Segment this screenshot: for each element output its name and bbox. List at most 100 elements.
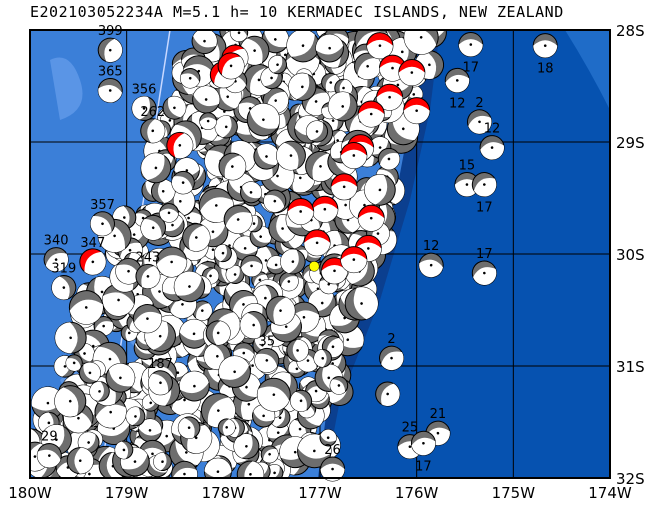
focal-mechanism-ball [205,320,231,346]
focal-mechanism-ball [203,457,232,478]
depth-label: 17 [476,247,493,262]
focal-mechanism-ball [229,30,249,42]
lon-tick-label: 175W [492,484,536,502]
focal-mechanism-ball [379,345,405,371]
focal-mechanism-ball [375,381,401,407]
focal-mechanism-ball [218,152,247,181]
focal-mechanism-ball [182,223,211,252]
deep-sea-patch [565,30,610,110]
focal-mechanism-ball [471,260,497,286]
lon-tick-label: 178W [202,484,246,502]
focal-mechanism-ball [303,229,331,257]
depth-label: 17 [476,201,493,216]
focal-mechanism-ball [179,318,209,349]
depth-label: 2 [387,332,395,347]
lat-tick-label: 30S [616,246,645,264]
focal-mechanism-ball [286,30,320,63]
focal-mechanism-ball [377,147,401,171]
focal-mechanism-ball [313,349,332,368]
focal-mechanism-ball [153,452,172,472]
focal-mechanism-ball [444,67,470,93]
focal-mechanism-ball [97,37,123,63]
lon-tick-label: 180W [8,484,52,502]
focal-mechanism-ball [223,205,253,235]
focal-mechanism-ball [240,254,263,278]
focal-mechanism-ball [265,295,296,326]
focal-mechanism-ball [320,456,346,482]
focal-mechanism-ball [191,30,218,55]
focal-mechanism-ball [364,174,396,206]
focal-mechanism-ball [217,52,245,80]
focal-mechanism-ball [410,430,436,456]
lat-tick-label: 29S [616,134,645,152]
focal-mechanism-ball [54,385,87,418]
focal-mechanism-ball [43,247,69,273]
depth-label: 357 [90,198,115,213]
focal-mechanism-ball [329,376,349,395]
depth-label: 12 [423,239,440,254]
focal-mechanism-ball [162,95,187,120]
focal-mechanism-ball [179,68,201,89]
focal-mechanism-ball [340,141,368,169]
depth-label: 29 [41,430,58,445]
focal-mechanisms [36,32,558,482]
epicenter-marker [308,261,320,272]
focal-mechanism-ball [479,135,505,161]
focal-mechanism-ball [68,290,104,325]
focal-mechanism-ball [289,389,313,412]
focal-mechanism-ball [159,203,179,223]
depth-label: 12 [449,96,466,111]
depth-label: 35 [259,334,276,349]
depth-label: 365 [98,64,123,79]
focal-mechanism-ball [319,429,337,447]
focal-mechanism-ball [532,33,558,59]
focal-mechanism-ball [340,246,368,274]
background-mechanisms [30,30,447,478]
focal-mechanism-ball [218,355,251,389]
focal-mechanism-ball [263,189,287,213]
focal-mechanism-ball [260,445,279,464]
depth-label: 25 [402,421,419,436]
focal-mechanism-ball [418,252,444,278]
focal-mechanism-ball [236,460,265,478]
focal-mechanism-ball [138,418,162,443]
focal-mechanism-ball [225,265,245,284]
focal-mechanism-ball [286,339,309,362]
focal-mechanism-ball [403,30,439,55]
focal-mechanism-ball [253,143,280,170]
focal-mechanism-ball [132,304,163,334]
focal-mechanism-ball [256,377,291,412]
depth-label: 12 [484,122,501,137]
map-title: E202103052234A M=5.1 h= 10 KERMADEC ISLA… [30,3,564,21]
focal-mechanism-ball [287,197,315,225]
focal-mechanism-ball [78,361,101,384]
lon-tick-label: 176W [395,484,439,502]
focal-mechanism-ball [125,406,146,427]
lat-tick-label: 31S [616,358,645,376]
focal-mechanism-ball [240,181,263,204]
focal-mechanism-ball [199,112,217,130]
map-frame [29,29,611,479]
lon-tick-label: 177W [298,484,342,502]
depth-label: 399 [98,24,123,39]
axis-labels: 180W 179W 178W 177W 176W 175W 174W 28S 29S 30S 31S… [8,22,644,502]
focal-mechanism-ball [288,72,317,101]
focal-mechanism-ball [114,440,134,460]
focal-mechanism-ball [54,321,87,354]
focal-mechanism-ball [135,263,161,289]
focal-mechanism-ball [315,33,344,63]
depth-label: 347 [80,236,105,251]
focal-mechanism-ball [65,354,83,372]
focal-mechanism-ball [131,95,157,121]
focal-mechanism-ball [353,52,382,80]
focal-mechanism-ball [217,418,236,437]
focal-mechanism-ball [376,83,404,111]
depth-label: 18 [537,62,554,77]
depth-label: 2 [475,96,483,111]
focal-mechanism-ball [276,140,306,171]
focal-mechanism-ball [214,244,232,263]
focal-mechanism-ball [166,131,194,159]
focal-mechanism-ball [105,363,136,393]
focal-mechanism-ball [192,85,221,114]
focal-mechanism-ball [66,447,94,475]
